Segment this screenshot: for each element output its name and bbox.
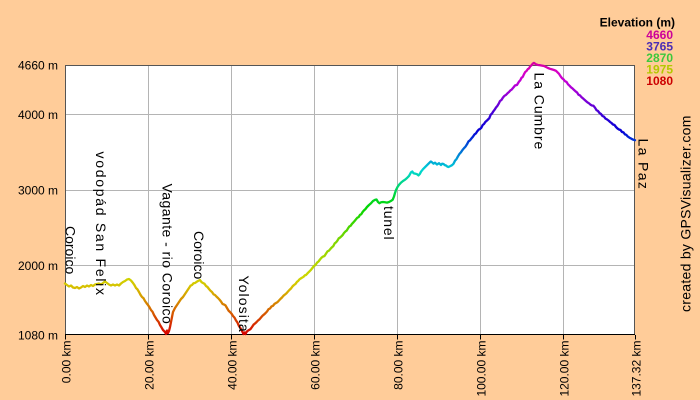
svg-text:120.00 km: 120.00 km	[557, 341, 571, 397]
svg-text:4660 m: 4660 m	[18, 58, 58, 72]
svg-text:40.00 km: 40.00 km	[225, 340, 239, 389]
svg-text:Yolosita: Yolosita	[236, 276, 252, 333]
svg-text:Coroico: Coroico	[191, 231, 207, 279]
svg-text:2000 m: 2000 m	[18, 259, 58, 273]
svg-text:60.00 km: 60.00 km	[308, 340, 322, 389]
svg-text:1975: 1975	[646, 63, 673, 77]
svg-text:3000 m: 3000 m	[18, 184, 58, 198]
svg-text:vodopád San Felix: vodopád San Felix	[93, 152, 109, 297]
svg-text:created by GPSVisualizer.com: created by GPSVisualizer.com	[678, 115, 694, 312]
svg-text:Coroico: Coroico	[63, 226, 79, 274]
svg-text:tunel: tunel	[381, 206, 397, 240]
svg-text:La Paz: La Paz	[636, 139, 652, 191]
svg-text:La Cumbre: La Cumbre	[532, 73, 548, 151]
svg-text:Vagante - rio Coroico: Vagante - rio Coroico	[160, 184, 176, 325]
svg-text:0.00 km: 0.00 km	[59, 340, 73, 383]
svg-text:1080: 1080	[646, 74, 673, 88]
svg-text:2870: 2870	[646, 51, 673, 65]
svg-text:137.32 km: 137.32 km	[629, 341, 643, 397]
svg-text:100.00 km: 100.00 km	[474, 341, 488, 397]
svg-text:20.00 km: 20.00 km	[142, 340, 156, 389]
svg-text:80.00 km: 80.00 km	[391, 340, 405, 389]
svg-text:3765: 3765	[646, 39, 673, 53]
svg-text:Elevation (m): Elevation (m)	[600, 16, 675, 30]
svg-text:4660: 4660	[646, 28, 673, 42]
svg-text:4000 m: 4000 m	[18, 108, 58, 122]
svg-text:1080 m: 1080 m	[18, 328, 58, 342]
